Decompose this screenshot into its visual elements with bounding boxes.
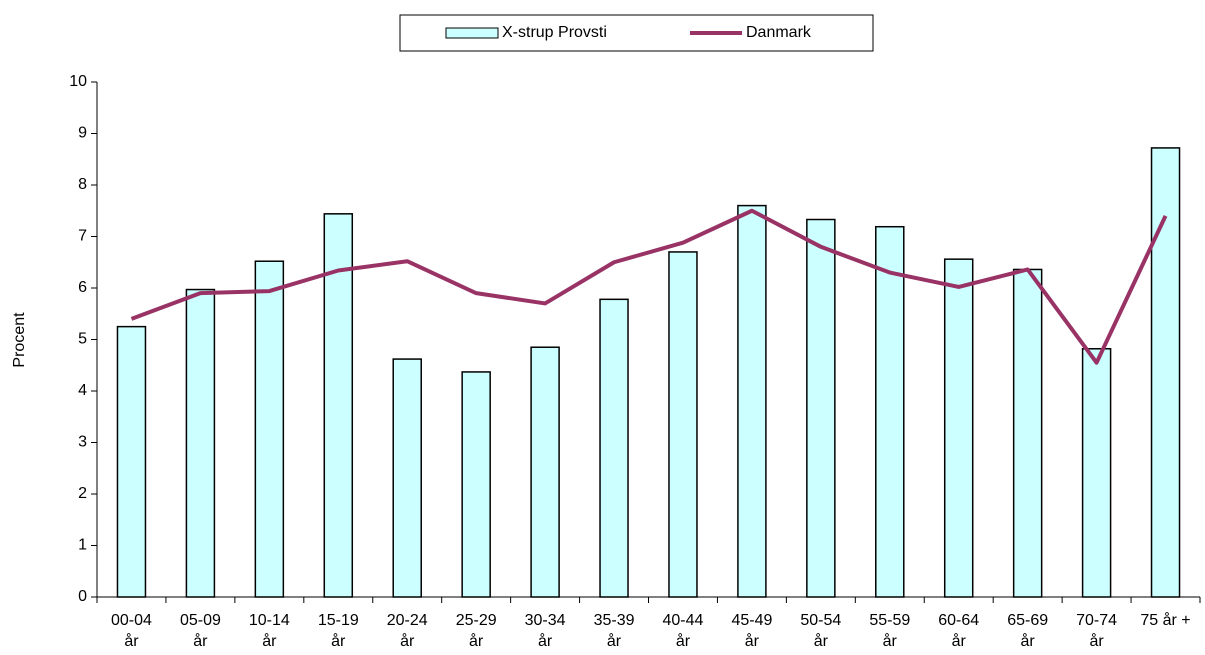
bar [530, 346, 560, 598]
bar [943, 258, 974, 598]
y-axis-label: Procent [11, 312, 28, 368]
x-tick-label: 75 år + [1140, 611, 1190, 629]
x-tick-label: år [952, 632, 967, 650]
y-tick-label: 8 [78, 176, 87, 193]
x-tick-label: år [538, 632, 553, 650]
bar [392, 358, 422, 598]
x-tick-label: år [124, 632, 139, 650]
x-tick-label: 05-09 [180, 612, 221, 629]
bar [875, 225, 905, 598]
y-tick-label: 10 [69, 73, 87, 90]
y-tick-label: 7 [78, 228, 87, 245]
x-tick-label: år [400, 632, 415, 650]
x-tick-label: år [1089, 632, 1104, 650]
bar [254, 260, 285, 598]
y-tick-label: 1 [78, 537, 87, 554]
bar [1150, 147, 1181, 598]
x-tick-label: år [469, 632, 484, 650]
x-tick-label: år [331, 632, 346, 650]
legend-swatch [445, 27, 499, 39]
y-tick-label: 5 [78, 331, 87, 348]
y-tick-label: 0 [78, 588, 87, 605]
x-tick-label: år [607, 632, 622, 650]
x-tick-label: 00-04 [111, 612, 152, 629]
y-tick-label: 4 [78, 382, 87, 399]
x-tick-label: 55-59 [869, 612, 910, 629]
legend-label: X-strup Provsti [502, 24, 607, 41]
bar [668, 251, 698, 598]
x-tick-label: år [1021, 632, 1036, 650]
y-tick-label: 3 [78, 434, 87, 451]
bar [185, 288, 216, 598]
line [130, 208, 1168, 365]
x-tick-label: 25-29 [456, 612, 497, 629]
y-tick-label: 9 [78, 125, 87, 142]
x-tick-label: år [814, 632, 829, 650]
x-tick-label: 35-39 [594, 612, 635, 629]
y-tick-label: 2 [78, 485, 87, 502]
x-tick-label: 40-44 [663, 612, 704, 629]
bar [116, 325, 147, 598]
x-tick-label: 70-74 [1076, 612, 1117, 629]
x-tick-label: 15-19 [318, 612, 359, 629]
y-tick-label: 6 [78, 279, 87, 296]
x-tick-label: 60-64 [938, 612, 979, 629]
x-tick-label: 45-49 [731, 612, 772, 629]
bar [1081, 348, 1112, 598]
x-tick-label: 20-24 [387, 612, 428, 629]
bar [599, 298, 629, 598]
x-tick-label: 50-54 [800, 612, 841, 629]
x-tick-label: år [745, 632, 760, 650]
x-tick-label: år [676, 632, 691, 650]
bar [323, 213, 354, 598]
bar [806, 218, 836, 598]
x-tick-label: 65-69 [1007, 612, 1048, 629]
bar [1012, 268, 1043, 598]
x-tick-label: 10-14 [249, 612, 290, 629]
x-tick-label: år [262, 632, 277, 650]
bar [737, 204, 767, 598]
x-tick-label: 30-34 [525, 612, 566, 629]
legend-label: Danmark [746, 24, 812, 41]
bar [461, 371, 491, 598]
x-tick-label: år [883, 632, 898, 650]
x-tick-label: år [193, 632, 208, 650]
